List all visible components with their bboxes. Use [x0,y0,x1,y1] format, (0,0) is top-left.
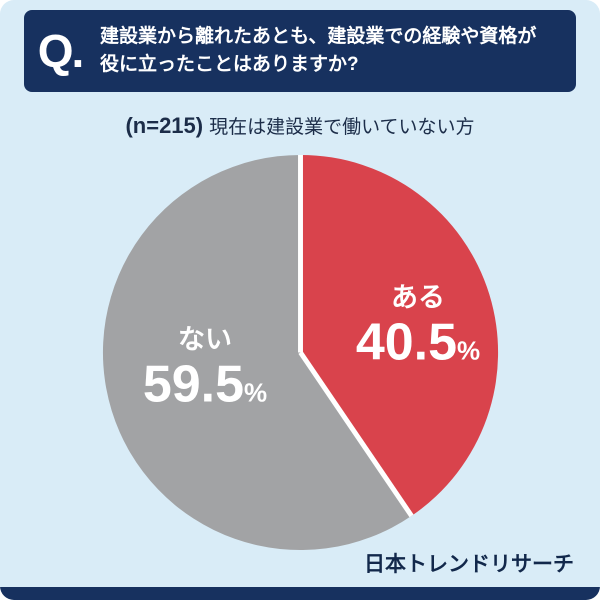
question-text-line2: 役に立ったことはありますか? [100,54,359,75]
brand-logo-text: 日本トレンドリサーチ [364,553,574,576]
pie-slice-1 [102,154,412,551]
question-text-line1: 建設業から離れたあとも、建設業での経験や資格が [100,25,537,47]
sample-size-caption: (n=215) 現在は建設業で働いていない方 [0,112,600,142]
pie-slice-0 [300,154,498,516]
pie-slice-divider [297,351,414,518]
sample-description: 現在は建設業で働いていない方 [209,117,475,138]
question-banner: 建設業から離れたあとも、建設業での経験や資格が 役に立ったことはありますか? [96,10,576,92]
question-header: Q. 建設業から離れたあとも、建設業での経験や資格が 役に立ったことはありますか… [24,10,576,92]
pie-chart-area: ある 40.5% ない 59.5% [0,150,600,570]
question-mark-badge: Q. [24,10,96,92]
footer-bar [0,587,600,600]
pie-chart [102,154,498,551]
sample-size-value: (n=215) [125,113,204,138]
